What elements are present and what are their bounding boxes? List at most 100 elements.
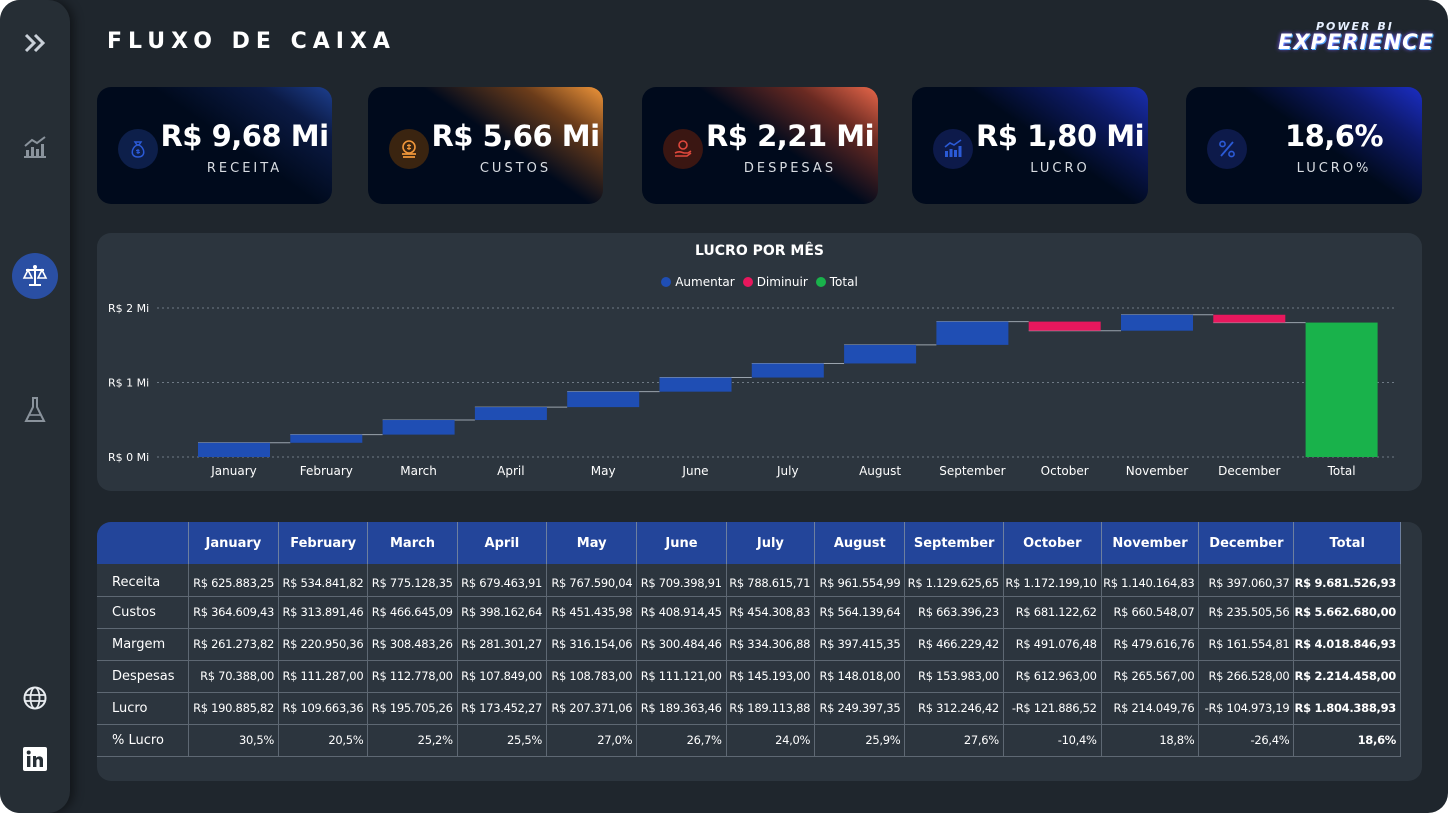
- table-row: Despesas R$ 70.388,00 R$ 111.287,00 R$ 112.…: [97, 660, 1401, 693]
- table-header-cell[interactable]: April: [457, 522, 548, 564]
- table-header-cell[interactable]: May: [546, 522, 638, 564]
- table-header-cell[interactable]: March: [367, 522, 458, 564]
- table-cell: R$ 364.609,43: [188, 596, 280, 629]
- table-cell: R$ 479.616,76: [1101, 628, 1200, 661]
- kpi-label: LUCRO%: [1296, 161, 1372, 176]
- table-header-cell[interactable]: January: [188, 522, 280, 564]
- nav-dashboard-button[interactable]: [0, 134, 70, 160]
- table-cell: R$ 961.554,99: [814, 564, 906, 597]
- brand-logo: POWER BI EXPERIENCE: [1276, 18, 1433, 68]
- x-tick-label: July: [776, 464, 799, 478]
- table-cell: R$ 207.371,06: [546, 692, 638, 725]
- table-header-cell[interactable]: Total: [1293, 522, 1401, 564]
- waterfall-bar-increase: [1121, 314, 1193, 331]
- legend-dot-increase: [661, 277, 672, 287]
- table-cell: R$ 466.229,42: [904, 628, 1004, 661]
- table-header-cell[interactable]: October: [1003, 522, 1102, 564]
- scale-balance-icon: [22, 265, 48, 286]
- table-cell: 27,0%: [546, 724, 638, 757]
- table-header-row: January February March April May June July Augu…: [97, 522, 1401, 564]
- chevrons-right-icon: [24, 33, 46, 53]
- row-label: Despesas: [97, 660, 189, 693]
- table-header-cell[interactable]: June: [636, 522, 727, 564]
- expand-sidebar-button[interactable]: [0, 30, 70, 56]
- y-tick-label: R$ 2 Mi: [108, 302, 149, 315]
- legend-item-total[interactable]: Total: [815, 275, 858, 289]
- row-label: Margem: [97, 628, 189, 661]
- total-cell: 18,6%: [1293, 724, 1401, 757]
- table-header-cell[interactable]: November: [1101, 522, 1200, 564]
- kpi-value: R$ 2,21 Mi: [705, 119, 875, 153]
- nav-cashflow-button[interactable]: [12, 253, 58, 299]
- legend-item-decrease[interactable]: Diminuir: [742, 275, 808, 289]
- table-cell: 26,7%: [636, 724, 727, 757]
- profit-by-month-chart: LUCRO POR MÊS Aumentar Diminuir Total R$…: [97, 233, 1422, 491]
- kpi-value: R$ 1,80 Mi: [975, 119, 1145, 153]
- legend-label: Diminuir: [756, 275, 808, 289]
- table-header-cell[interactable]: February: [278, 522, 369, 564]
- table-cell: R$ 189.363,46: [636, 692, 727, 725]
- cashflow-table-panel: January February March April May June July Augu…: [97, 522, 1422, 781]
- table-cell: -26,4%: [1198, 724, 1295, 757]
- table-cell: R$ 266.528,00: [1198, 660, 1295, 693]
- waterfall-bar-increase: [659, 377, 732, 392]
- table-cell: R$ 195.705,26: [367, 692, 458, 725]
- kpi-value: R$ 9,68 Mi: [160, 119, 329, 153]
- x-tick-label: August: [859, 464, 901, 478]
- table-cell: R$ 214.049,76: [1101, 692, 1200, 725]
- kpi-card-lucro: R$ 1,80 Mi LUCRO: [912, 87, 1148, 204]
- hand-coin-icon: [674, 140, 692, 157]
- table-cell: R$ 564.139,64: [814, 596, 906, 629]
- table-cell: 27,6%: [904, 724, 1004, 757]
- table-cell: R$ 491.076,48: [1003, 628, 1102, 661]
- flask-icon: [24, 397, 46, 422]
- table-header-cell[interactable]: July: [726, 522, 816, 564]
- table-cell: R$ 397.060,37: [1198, 564, 1295, 597]
- table-cell: R$ 681.122,62: [1003, 596, 1102, 629]
- table-cell: R$ 316.154,06: [546, 628, 638, 661]
- page-title: FLUXO DE CAIXA: [107, 29, 396, 54]
- kpi-icon-badge: [389, 129, 429, 169]
- table-header-cell[interactable]: August: [814, 522, 906, 564]
- total-cell: R$ 1.804.388,93: [1293, 692, 1401, 725]
- table-cell: R$ 145.193,00: [726, 660, 816, 693]
- website-link[interactable]: [0, 685, 70, 711]
- x-tick-label: October: [1041, 464, 1089, 478]
- table-cell: R$ 775.128,35: [367, 564, 458, 597]
- linkedin-link[interactable]: [0, 746, 70, 772]
- nav-analysis-button[interactable]: [0, 396, 70, 424]
- waterfall-bar-increase: [290, 434, 363, 443]
- row-label: Lucro: [97, 692, 189, 725]
- table-header-cell[interactable]: September: [904, 522, 1004, 564]
- kpi-card-lucro-percent: 18,6% LUCRO%: [1186, 87, 1422, 204]
- chart-title: LUCRO POR MÊS: [694, 243, 824, 259]
- kpi-icon-badge: [118, 129, 158, 169]
- table-row: Custos R$ 364.609,43 R$ 313.891,46 R$ 466.6…: [97, 596, 1401, 629]
- table-cell: 25,2%: [367, 724, 458, 757]
- x-tick-label: March: [400, 464, 437, 478]
- table-cell: R$ 153.983,00: [904, 660, 1004, 693]
- sidebar: [0, 0, 70, 813]
- table-cell: R$ 660.548,07: [1101, 596, 1200, 629]
- y-tick-label: R$ 1 Mi: [108, 377, 149, 390]
- kpi-label: RECEITA: [206, 161, 283, 176]
- legend-label: Total: [829, 275, 858, 289]
- kpi-label: CUSTOS: [479, 161, 552, 176]
- table-cell: -R$ 121.886,52: [1003, 692, 1102, 725]
- waterfall-chart-svg: R$ 0 Mi R$ 1 Mi R$ 2 Mi January February Marc…: [108, 302, 1397, 478]
- table-cell: R$ 108.783,00: [546, 660, 638, 693]
- legend-dot-decrease: [742, 277, 753, 287]
- table-cell: R$ 625.883,25: [188, 564, 280, 597]
- coin-stack-icon: [402, 140, 416, 158]
- table-cell: 20,5%: [278, 724, 369, 757]
- legend-item-increase[interactable]: Aumentar: [661, 275, 735, 289]
- table-row: Receita R$ 625.883,25 R$ 534.841,82 R$ 775.…: [97, 564, 1401, 597]
- x-tick-label: April: [497, 464, 524, 478]
- kpi-value: 18,6%: [1284, 119, 1384, 153]
- x-tick-label: January: [210, 464, 257, 478]
- table-cell: R$ 334.306,88: [726, 628, 816, 661]
- table-cell: 18,8%: [1101, 724, 1200, 757]
- table-header-cell[interactable]: December: [1198, 522, 1295, 564]
- total-cell: R$ 2.214.458,00: [1293, 660, 1401, 693]
- kpi-card-despesas: R$ 2,21 Mi DESPESAS: [642, 87, 878, 204]
